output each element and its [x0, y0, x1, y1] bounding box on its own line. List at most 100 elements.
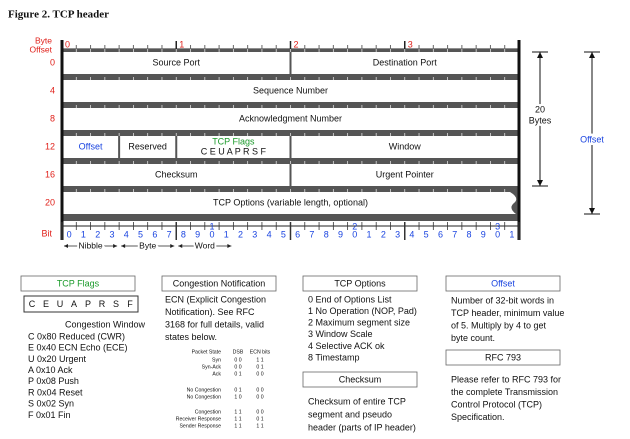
flag-letter: P: [85, 299, 91, 309]
field-box: [291, 164, 518, 186]
panel-header-text: Checksum: [339, 374, 382, 384]
panel-header-text: Offset: [491, 278, 515, 288]
flag-letter: R: [99, 299, 106, 309]
flag-letter: E: [43, 299, 49, 309]
field-label: Source Port: [152, 57, 200, 67]
ecn-table-cell: No Congestion: [187, 387, 221, 393]
bit-number: 8: [467, 229, 472, 239]
ecn-table-cell: Syn: [212, 357, 221, 363]
byte-number: 2: [294, 39, 299, 49]
bit-number: 8: [181, 229, 186, 239]
panel-text: 8 Timestamp: [308, 352, 360, 362]
ecn-table-cell: 0 0: [256, 409, 263, 415]
size-label: 20: [535, 104, 545, 114]
bit-number: 9: [195, 229, 200, 239]
panel-text: 1 No Operation (NOP, Pad): [308, 306, 417, 316]
bit-number: 7: [309, 229, 314, 239]
ecn-table-cell: 1 1: [256, 423, 263, 429]
bit-number: 3: [109, 229, 114, 239]
bit-number: 0: [495, 229, 500, 239]
bit-number: 6: [295, 229, 300, 239]
ecn-table-cell: 0 1: [256, 416, 263, 422]
panel-text: ECN (Explicit Congestion: [165, 294, 266, 304]
field-box: [291, 136, 518, 158]
bit-number: 5: [138, 229, 143, 239]
byte-number: 3: [408, 39, 413, 49]
ecn-table-cell: Sender Response: [179, 423, 221, 429]
flag-letter: S: [113, 299, 119, 309]
offset-span-label: Offset: [580, 134, 604, 144]
bit-number: 1: [367, 229, 372, 239]
ecn-table-cell: 0 0: [234, 364, 241, 370]
panel-text: F 0x01 Fin: [28, 410, 71, 420]
panel-header: [161, 275, 277, 292]
panel-text: 0 End of Options List: [308, 294, 392, 304]
field-box: [63, 108, 518, 130]
field-label: Acknowledgment Number: [239, 113, 342, 123]
bit-number: 8: [324, 229, 329, 239]
field-box: [177, 136, 290, 158]
bit-tens: 2: [352, 221, 357, 231]
ecn-table-cell: 0 0: [256, 394, 263, 400]
row-offset: 4: [50, 85, 55, 95]
field-label: Checksum: [155, 169, 198, 179]
bit-number: 5: [424, 229, 429, 239]
field-label: Window: [389, 141, 422, 151]
field-box: [120, 136, 176, 158]
bit-number: 4: [124, 229, 129, 239]
field-box: [63, 80, 518, 102]
row-offset: 16: [45, 169, 55, 179]
field-label: Reserved: [128, 141, 167, 151]
panel-header: [20, 275, 136, 292]
field-box: [63, 52, 290, 74]
panel-header: [302, 371, 418, 388]
field-box: [63, 164, 290, 186]
bit-label: Bit: [41, 228, 52, 238]
panel-text: of 5. Multiply by 4 to get: [451, 321, 547, 331]
panel-text: Specification.: [451, 412, 505, 422]
ecn-table-cell: 1 1: [256, 357, 263, 363]
flags-caption: Congestion Window: [65, 319, 146, 329]
field-label: TCP Flags: [212, 136, 255, 146]
field-label: TCP Options (variable length, optional): [213, 197, 368, 207]
size-label: Bytes: [529, 115, 552, 125]
bit-number: 3: [395, 229, 400, 239]
ecn-table-header: ECN bits: [250, 349, 271, 355]
panel-text: 2 Maximum segment size: [308, 318, 410, 328]
bit-number: 1: [224, 229, 229, 239]
panel-header-text: TCP Options: [334, 278, 386, 288]
panel-text: segment and pseudo: [308, 409, 392, 419]
ecn-table-cell: 0 1: [256, 364, 263, 370]
ecn-table-cell: 0 0: [234, 357, 241, 363]
row-offset: 0: [50, 57, 55, 67]
flag-letter: U: [57, 299, 64, 309]
panel-text: P 0x08 Push: [28, 376, 79, 386]
field-box: [63, 192, 517, 214]
bit-number: 7: [452, 229, 457, 239]
byte-number: 0: [65, 39, 70, 49]
flag-letter: C: [29, 299, 36, 309]
panel-text: byte count.: [451, 333, 495, 343]
byte-offset-label: Offset: [29, 44, 52, 54]
bit-number: 4: [267, 229, 272, 239]
field-box: [63, 136, 119, 158]
bit-number: 4: [409, 229, 414, 239]
ecn-table-cell: Syn-Ack: [202, 364, 222, 370]
ecn-table-header: Packet State: [192, 349, 222, 355]
bit-number: 6: [152, 229, 157, 239]
byte-number: 1: [179, 39, 184, 49]
panel-text: Checksum of entire TCP: [308, 396, 406, 406]
panel-text: E 0x40 ECN Echo (ECE): [28, 343, 128, 353]
panel-header-text: RFC 793: [485, 352, 521, 362]
panel-header: [302, 275, 418, 292]
bit-number: 1: [509, 229, 514, 239]
ecn-table-cell: Ack: [212, 371, 221, 377]
flag-letter: A: [71, 299, 77, 309]
panel-text: S 0x02 Syn: [28, 399, 74, 409]
panel-text: R 0x04 Reset: [28, 387, 83, 397]
row-offset: 12: [45, 141, 55, 151]
panel-text: the complete Transmission: [451, 387, 558, 397]
ecn-table-cell: 1 1: [234, 416, 241, 422]
field-label: Destination Port: [373, 57, 438, 67]
